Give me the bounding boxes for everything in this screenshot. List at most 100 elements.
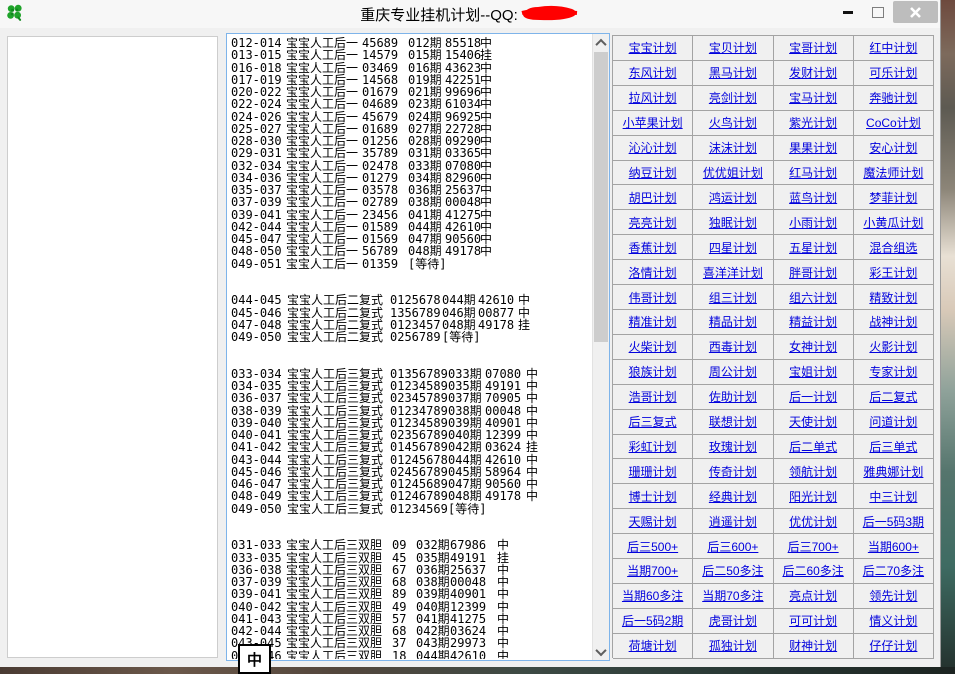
plan-link[interactable]: 紫光计划	[789, 116, 838, 131]
plan-link[interactable]: 胖哥计划	[789, 265, 838, 280]
plan-link[interactable]: 仔仔计划	[869, 639, 918, 654]
scroll-down-button[interactable]	[593, 643, 609, 660]
scroll-up-button[interactable]	[593, 34, 609, 51]
plan-link[interactable]: 逍遥计划	[708, 514, 757, 529]
plan-link[interactable]: 联想计划	[708, 415, 757, 430]
plan-link[interactable]: 后二70多注	[862, 564, 925, 579]
plan-link[interactable]: 后三复式	[628, 415, 677, 430]
plan-link[interactable]: 黑马计划	[708, 66, 757, 81]
plan-link[interactable]: 西毒计划	[708, 340, 757, 355]
plan-link[interactable]: 当期600+	[867, 539, 919, 554]
scrollbar-thumb[interactable]	[594, 52, 608, 342]
plan-link[interactable]: 当期700+	[627, 564, 679, 579]
plan-link[interactable]: 情义计划	[869, 614, 918, 629]
scrollbar[interactable]	[592, 34, 609, 660]
titlebar[interactable]: 重庆专业挂机计划--QQ:	[0, 0, 940, 28]
plan-link[interactable]: 经典计划	[708, 489, 757, 504]
plan-link[interactable]: 火鸟计划	[708, 116, 757, 131]
plan-link[interactable]: 彩虹计划	[628, 439, 677, 454]
plan-link[interactable]: 宝姐计划	[789, 365, 838, 380]
plan-link[interactable]: 领航计划	[789, 464, 838, 479]
plan-link[interactable]: 佐助计划	[708, 390, 757, 405]
plan-link[interactable]: 精准计划	[628, 315, 677, 330]
plan-link[interactable]: 红中计划	[869, 41, 918, 56]
plan-link[interactable]: 混合组选	[869, 240, 918, 255]
plan-link[interactable]: 组六计划	[789, 290, 838, 305]
plan-link[interactable]: 胡巴计划	[628, 190, 677, 205]
plan-link[interactable]: 孤独计划	[708, 639, 757, 654]
plan-link[interactable]: 沫沫计划	[708, 141, 757, 156]
plan-link[interactable]: 五星计划	[789, 240, 838, 255]
close-button[interactable]	[893, 1, 938, 23]
maximize-button[interactable]	[863, 1, 893, 23]
plan-link[interactable]: 后二单式	[789, 439, 838, 454]
plan-link[interactable]: 后二60多注	[782, 564, 844, 579]
plan-link[interactable]: 发财计划	[789, 66, 838, 81]
plan-link[interactable]: 精品计划	[708, 315, 757, 330]
plan-link[interactable]: 当期70多注	[702, 589, 764, 604]
plan-link[interactable]: 精益计划	[789, 315, 838, 330]
plan-link[interactable]: 问道计划	[869, 415, 918, 430]
plan-link[interactable]: CoCo计划	[866, 116, 921, 131]
plan-link[interactable]: 果果计划	[789, 141, 838, 156]
plan-link[interactable]: 天使计划	[789, 415, 838, 430]
plan-link[interactable]: 奔驰计划	[869, 91, 918, 106]
plan-link[interactable]: 精致计划	[869, 290, 918, 305]
plan-link[interactable]: 可可计划	[789, 614, 838, 629]
plan-link[interactable]: 拉风计划	[628, 91, 677, 106]
plan-link[interactable]: 小雨计划	[789, 215, 838, 230]
plan-link[interactable]: 东风计划	[628, 66, 677, 81]
plan-link[interactable]: 宝哥计划	[789, 41, 838, 56]
plan-link[interactable]: 独眠计划	[708, 215, 757, 230]
plan-link[interactable]: 小苹果计划	[622, 116, 683, 131]
plan-link[interactable]: 宝贝计划	[708, 41, 757, 56]
plan-link[interactable]: 珊珊计划	[628, 464, 677, 479]
plan-link[interactable]: 亮点计划	[789, 589, 838, 604]
plan-link[interactable]: 财神计划	[789, 639, 838, 654]
plan-link[interactable]: 可乐计划	[869, 66, 918, 81]
plan-link[interactable]: 魔法师计划	[863, 165, 924, 180]
minimize-button[interactable]	[833, 1, 863, 23]
plan-link[interactable]: 后三600+	[707, 539, 759, 554]
plan-link[interactable]: 后一5码2期	[621, 614, 684, 629]
plan-link[interactable]: 优优计划	[789, 514, 838, 529]
plan-link[interactable]: 优优姐计划	[702, 165, 763, 180]
plan-link[interactable]: 蓝鸟计划	[789, 190, 838, 205]
plan-link[interactable]: 战神计划	[869, 315, 918, 330]
plan-link[interactable]: 鸿运计划	[708, 190, 757, 205]
plan-link[interactable]: 伟哥计划	[628, 290, 677, 305]
plan-link[interactable]: 梦菲计划	[869, 190, 918, 205]
plan-link[interactable]: 后三单式	[869, 439, 918, 454]
plan-link[interactable]: 专家计划	[869, 365, 918, 380]
plan-link[interactable]: 亮剑计划	[708, 91, 757, 106]
plan-link[interactable]: 洛情计划	[628, 265, 677, 280]
plan-link[interactable]: 后一计划	[789, 390, 838, 405]
plan-link[interactable]: 火柴计划	[628, 340, 677, 355]
plan-log-area[interactable]: 012-014 宝宝人工后一 45689 012期 85518 中 013-015 宝宝人工后…	[226, 33, 610, 661]
plan-link[interactable]: 纳豆计划	[628, 165, 677, 180]
plan-link[interactable]: 亮亮计划	[628, 215, 677, 230]
plan-link[interactable]: 博士计划	[628, 489, 677, 504]
plan-link[interactable]: 荷塘计划	[628, 639, 677, 654]
plan-link[interactable]: 后二50多注	[702, 564, 764, 579]
plan-link[interactable]: 宝宝计划	[628, 41, 677, 56]
plan-link[interactable]: 后二复式	[869, 390, 918, 405]
plan-link[interactable]: 组三计划	[708, 290, 757, 305]
plan-link[interactable]: 天赐计划	[628, 514, 677, 529]
plan-link[interactable]: 四星计划	[708, 240, 757, 255]
plan-link[interactable]: 中三计划	[869, 489, 918, 504]
plan-link[interactable]: 虎哥计划	[708, 614, 757, 629]
plan-link[interactable]: 浩哥计划	[628, 390, 677, 405]
plan-link[interactable]: 后三500+	[627, 539, 679, 554]
plan-link[interactable]: 阳光计划	[789, 489, 838, 504]
plan-link[interactable]: 喜洋洋计划	[702, 265, 763, 280]
plan-link[interactable]: 女神计划	[789, 340, 838, 355]
plan-link[interactable]: 红马计划	[789, 165, 838, 180]
plan-link[interactable]: 沁沁计划	[628, 141, 677, 156]
plan-link[interactable]: 当期60多注	[621, 589, 684, 604]
plan-link[interactable]: 后一5码3期	[862, 514, 925, 529]
plan-link[interactable]: 火影计划	[869, 340, 918, 355]
plan-link[interactable]: 彩王计划	[869, 265, 918, 280]
plan-link[interactable]: 雅典娜计划	[863, 464, 924, 479]
plan-link[interactable]: 宝马计划	[789, 91, 838, 106]
